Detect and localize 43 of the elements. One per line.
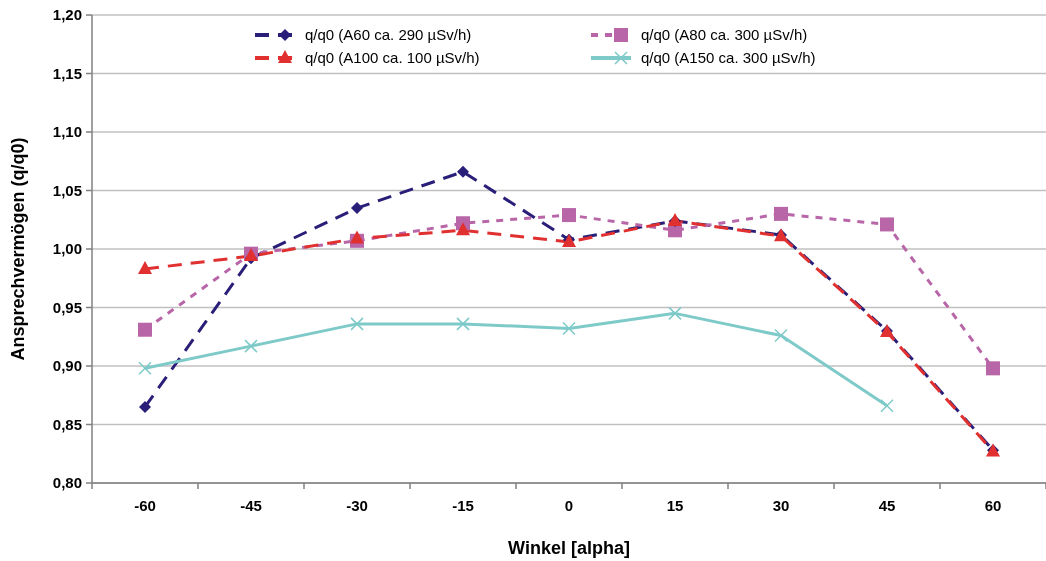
y-tick-label: 0,90: [52, 357, 82, 375]
point: [562, 321, 576, 336]
y-tick-label: 0,95: [52, 298, 82, 316]
point: [880, 399, 894, 413]
y-tick-label: 1,05: [52, 181, 82, 199]
x-tick-label: 60: [984, 497, 1002, 514]
point: [774, 328, 788, 343]
point: [562, 208, 576, 223]
x-tick-label: -15: [452, 497, 474, 514]
y-tick-label: 1,00: [52, 240, 82, 258]
point: [350, 317, 364, 331]
x-tick-label: -60: [134, 497, 156, 514]
point: [456, 317, 470, 331]
y-tick-label: 0,85: [52, 415, 82, 433]
point: [668, 306, 682, 321]
y-axis-title: Ansprechvermögen (q/q0): [8, 137, 28, 361]
legend-label: q/q0 (A60 ca. 290 µSv/h): [305, 26, 472, 44]
x-tick-label: 15: [666, 497, 684, 514]
x-tick-label: 45: [878, 497, 896, 514]
y-tick-label: 1,10: [52, 123, 82, 141]
point: [457, 165, 469, 178]
point: [139, 400, 151, 413]
x-axis-title: Winkel [alpha]: [508, 538, 630, 558]
point: [774, 206, 788, 221]
point: [138, 260, 152, 274]
x-tick-label: -30: [346, 497, 368, 514]
point: [986, 361, 1000, 376]
y-tick-label: 0,80: [52, 474, 82, 492]
point: [456, 222, 470, 236]
x-tick-label: -45: [240, 497, 262, 514]
point: [351, 202, 363, 215]
y-tick-label: 1,20: [52, 6, 82, 24]
point: [138, 322, 152, 337]
x-tick-label: 30: [772, 497, 790, 514]
legend-label: q/q0 (A100 ca. 100 µSv/h): [305, 49, 480, 67]
point: [244, 339, 258, 353]
y-tick-label: 1,15: [52, 64, 82, 82]
legend-label: q/q0 (A80 ca. 300 µSv/h): [641, 26, 808, 44]
point: [138, 361, 152, 376]
x-tick-label: 0: [564, 497, 574, 514]
legend-label: q/q0 (A150 ca. 300 µSv/h): [641, 49, 816, 67]
point: [350, 230, 364, 244]
point: [880, 217, 894, 232]
